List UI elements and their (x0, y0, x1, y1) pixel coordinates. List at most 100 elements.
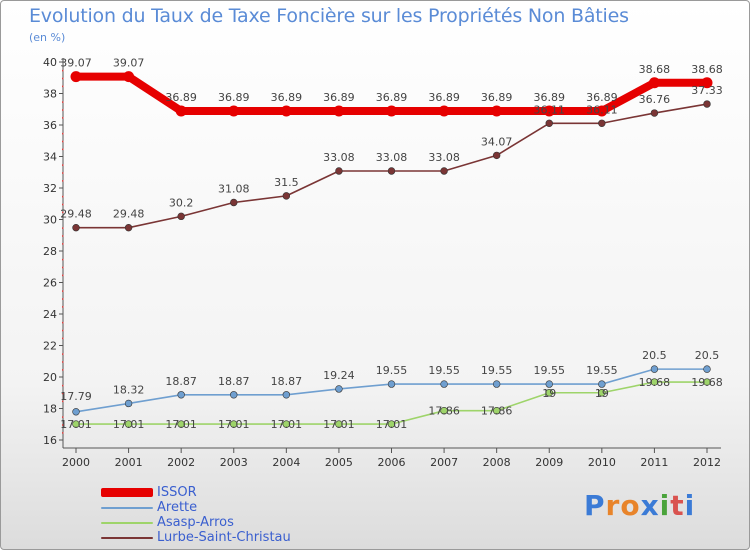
data-point (335, 167, 343, 175)
y-tick-label: 26 (43, 277, 57, 290)
data-label: 18.87 (165, 375, 197, 388)
data-point (491, 105, 503, 117)
y-tick-label: 34 (43, 151, 57, 164)
data-label: 37.33 (691, 84, 723, 97)
data-point (440, 380, 448, 388)
data-label: 31.08 (218, 182, 250, 195)
y-minor-dot (62, 416, 64, 418)
data-point (177, 212, 185, 221)
y-tick-label: 28 (43, 245, 57, 258)
data-label: 17.86 (428, 405, 460, 418)
data-point (124, 420, 133, 428)
y-minor-dot (62, 321, 64, 324)
y-minor-dot (62, 211, 64, 214)
data-label: 39.07 (113, 57, 145, 70)
y-minor-dot (62, 195, 64, 198)
y-minor-dot (62, 266, 64, 269)
data-point (598, 389, 606, 397)
data-label: 17.01 (271, 418, 303, 431)
y-minor-dot (62, 227, 64, 229)
y-tick-label: 16 (43, 434, 57, 447)
data-label: 36.89 (271, 91, 303, 104)
data-label: 18.32 (113, 383, 145, 396)
y-minor-dot (62, 258, 64, 261)
y-minor-dot (62, 148, 64, 151)
data-point (543, 105, 555, 117)
y-minor-dot (62, 164, 64, 166)
data-label: 38.68 (639, 63, 671, 76)
data-label: 19.55 (534, 364, 566, 377)
y-tick-label: 40 (43, 56, 57, 69)
y-minor-dot (62, 117, 64, 119)
x-tick-label: 2012 (693, 456, 721, 469)
data-point (545, 380, 553, 388)
data-label: 20.5 (695, 349, 720, 362)
data-label: 29.48 (60, 208, 92, 221)
legend-label: Lurbe-Saint-Christau (157, 530, 291, 545)
data-point (72, 223, 80, 232)
data-label: 30.2 (169, 196, 194, 209)
y-minor-dot (62, 132, 64, 135)
data-label: 33.08 (376, 151, 408, 164)
data-point (438, 105, 450, 117)
legend-label: ISSOR (157, 485, 197, 500)
data-label: 31.5 (274, 176, 299, 189)
x-tick-label: 2005 (325, 456, 353, 469)
data-point (70, 71, 82, 83)
y-minor-dot (62, 329, 64, 332)
data-label: 19.55 (376, 364, 408, 377)
data-point (230, 420, 238, 428)
data-label: 36.89 (323, 91, 355, 104)
data-label: 17.79 (60, 390, 92, 403)
logo-letter: P (584, 489, 606, 522)
legend-swatch (101, 506, 153, 509)
data-point (124, 399, 133, 408)
y-minor-dot (62, 77, 64, 80)
data-point (124, 223, 133, 232)
data-label: 17.01 (165, 418, 197, 431)
x-tick-label: 2004 (272, 456, 300, 469)
data-point (230, 198, 238, 207)
data-label: 19 (595, 387, 609, 400)
y-minor-dot (62, 203, 64, 206)
data-label: 19.24 (323, 369, 355, 382)
data-point (650, 109, 659, 117)
data-point (492, 407, 501, 415)
data-label: 33.08 (428, 151, 460, 164)
y-minor-dot (62, 392, 64, 395)
data-point (333, 105, 345, 117)
proxiti-logo: Proxiti (584, 489, 695, 522)
data-label: 34.07 (481, 135, 513, 148)
data-label: 19.55 (586, 364, 618, 377)
data-point (177, 420, 185, 428)
data-label: 19.55 (481, 364, 513, 377)
y-minor-dot (62, 353, 64, 355)
legend-swatch (101, 521, 153, 524)
data-label: 39.07 (60, 57, 92, 70)
y-minor-dot (62, 424, 64, 426)
data-label: 36.89 (218, 91, 250, 104)
y-minor-dot (62, 400, 64, 403)
y-tick-label: 38 (43, 88, 57, 101)
y-minor-dot (62, 101, 64, 103)
data-label: 19.55 (428, 364, 460, 377)
x-tick-label: 2007 (430, 456, 458, 469)
data-label: 19.68 (639, 376, 671, 389)
data-point (387, 380, 396, 388)
data-point (386, 105, 397, 117)
y-minor-dot (62, 384, 64, 387)
y-minor-dot (62, 369, 64, 371)
x-tick-label: 2009 (535, 456, 563, 469)
x-tick-label: 2010 (588, 456, 616, 469)
data-point (230, 391, 238, 399)
data-label: 36.76 (639, 93, 671, 106)
data-label: 36.89 (481, 91, 513, 104)
y-tick-label: 20 (43, 371, 57, 384)
data-point (72, 420, 80, 428)
y-minor-dot (62, 85, 64, 88)
data-label: 20.5 (642, 349, 667, 362)
y-minor-dot (62, 361, 64, 363)
data-point (177, 391, 185, 399)
data-point (598, 119, 606, 127)
data-point (703, 100, 711, 108)
